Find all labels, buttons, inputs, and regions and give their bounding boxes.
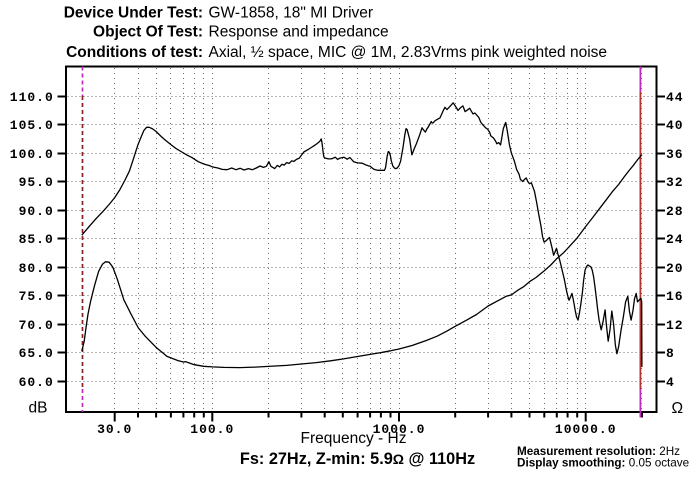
- svg-text:90.0: 90.0: [19, 204, 54, 219]
- svg-text:20: 20: [666, 261, 684, 276]
- svg-text:70.0: 70.0: [19, 318, 54, 333]
- svg-text:75.0: 75.0: [19, 289, 54, 304]
- svg-text:1000.0: 1000.0: [373, 422, 426, 437]
- svg-text:Device Under Test:: Device Under Test:: [64, 4, 203, 21]
- svg-text:65.0: 65.0: [19, 346, 54, 361]
- svg-text:Measurement resolution: 2Hz: Measurement resolution: 2Hz: [517, 445, 680, 458]
- svg-text:60.0: 60.0: [19, 375, 54, 390]
- svg-text:8: 8: [666, 346, 675, 361]
- svg-text:80.0: 80.0: [19, 261, 54, 276]
- svg-text:16: 16: [666, 289, 684, 304]
- svg-text:95.0: 95.0: [19, 175, 54, 190]
- svg-text:36: 36: [666, 147, 684, 162]
- svg-text:10000.0: 10000.0: [555, 422, 617, 437]
- svg-text:Response and impedance: Response and impedance: [209, 24, 389, 41]
- svg-text:Object Of Test:: Object Of Test:: [93, 24, 203, 41]
- svg-text:110.0: 110.0: [10, 90, 54, 105]
- svg-text:Display smoothing: 0.05 octave: Display smoothing: 0.05 octave: [517, 456, 689, 469]
- svg-text:32: 32: [666, 175, 684, 190]
- svg-text:Ω: Ω: [672, 400, 684, 417]
- svg-text:dB: dB: [29, 400, 48, 417]
- svg-text:GW-1858, 18" MI Driver: GW-1858, 18" MI Driver: [209, 4, 374, 21]
- svg-text:Axial, ½ space, MIC @ 1M, 2.83: Axial, ½ space, MIC @ 1M, 2.83Vrms pink …: [209, 44, 608, 61]
- svg-text:85.0: 85.0: [19, 232, 54, 247]
- svg-text:105.0: 105.0: [10, 118, 54, 133]
- svg-text:Fs: 27Hz, Z-min: 5.9Ω @ 110Hz: Fs: 27Hz, Z-min: 5.9Ω @ 110Hz: [240, 450, 475, 468]
- svg-text:40: 40: [666, 118, 684, 133]
- svg-text:4: 4: [666, 375, 675, 390]
- svg-text:Frequency - Hz: Frequency - Hz: [301, 430, 407, 447]
- svg-text:28: 28: [666, 204, 684, 219]
- svg-text:30.0: 30.0: [97, 422, 132, 437]
- svg-text:24: 24: [666, 232, 684, 247]
- svg-text:44: 44: [666, 90, 684, 105]
- svg-text:100.0: 100.0: [10, 147, 54, 162]
- svg-text:Conditions of test:: Conditions of test:: [66, 44, 203, 61]
- svg-text:100.0: 100.0: [190, 422, 234, 437]
- svg-text:12: 12: [666, 318, 684, 333]
